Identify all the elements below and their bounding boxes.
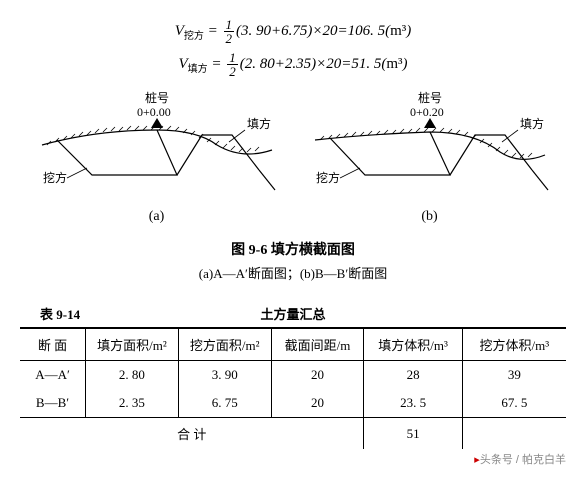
col-fill-vol: 填方体积/m³	[364, 328, 462, 361]
col-cut-area: 挖方面积/m²	[178, 328, 271, 361]
table-row: A—A′ 2. 80 3. 90 20 28 39	[20, 361, 566, 390]
station-value: 0+0.20	[410, 105, 444, 119]
col-section: 断 面	[20, 328, 86, 361]
table-total-row: 合 计 51	[20, 418, 566, 450]
cut-label: 挖方	[43, 170, 67, 185]
diagram-a: 桩号 0+0.00 挖方 填方	[37, 90, 277, 200]
diagram-b-caption: (b)	[310, 209, 550, 225]
diagram-a-caption: (a)	[37, 209, 277, 225]
table-title: 土方量汇总	[80, 304, 506, 323]
station-marker-icon	[151, 118, 163, 128]
diagram-b: 桩号 0+0.20 挖方 填方	[310, 90, 550, 200]
table-number: 表 9-14	[20, 304, 80, 323]
cut-label: 挖方	[316, 170, 340, 185]
fill-label: 填方	[247, 116, 271, 131]
earthwork-table: 断 面 填方面积/m² 挖方面积/m² 截面间距/m 填方体积/m³ 挖方体积/…	[20, 327, 566, 449]
total-fill: 51	[364, 418, 462, 450]
source-credit: ▸头条号 / 帕克白羊	[20, 451, 566, 467]
total-label: 合 计	[20, 418, 364, 450]
figure-title: 图 9-6 填方横截面图	[20, 239, 566, 259]
station-value: 0+0.00	[137, 105, 171, 119]
col-spacing: 截面间距/m	[271, 328, 364, 361]
station-label: 桩号	[418, 90, 442, 105]
cross-section-diagrams: 桩号 0+0.00 挖方 填方	[20, 90, 566, 225]
table-heading: 表 9-14 土方量汇总	[20, 304, 566, 323]
formula-fill: V填方 = 12(2. 80+2.35)×20=51. 5(m³)	[20, 51, 566, 78]
formula-cut: V挖方 = 12(3. 90+6.75)×20=106. 5(m³)	[20, 18, 566, 45]
station-label: 桩号	[145, 90, 169, 105]
figure-subcaption: (a)A—A′断面图；(b)B—B′断面图	[20, 263, 566, 282]
col-cut-vol: 挖方体积/m³	[462, 328, 566, 361]
col-fill-area: 填方面积/m²	[86, 328, 179, 361]
table-row: B—B′ 2. 35 6. 75 20 23. 5 67. 5	[20, 389, 566, 418]
station-marker-icon	[424, 118, 436, 128]
table-header-row: 断 面 填方面积/m² 挖方面积/m² 截面间距/m 填方体积/m³ 挖方体积/…	[20, 328, 566, 361]
fill-label: 填方	[520, 116, 544, 131]
